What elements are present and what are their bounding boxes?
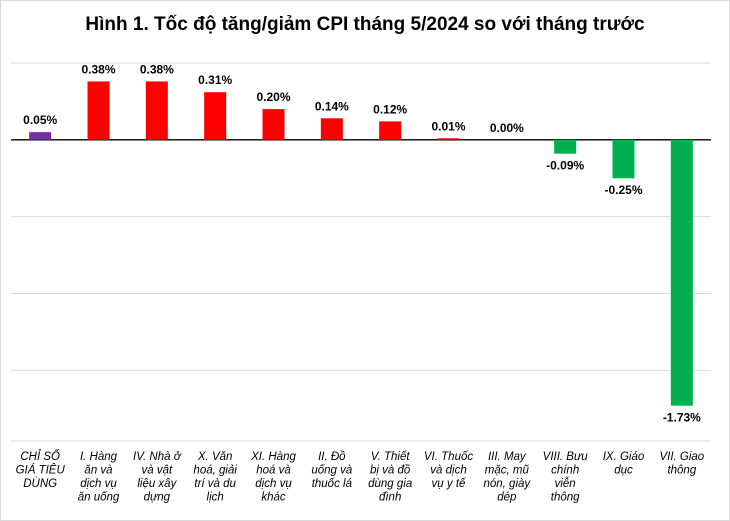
category-label-line: trí và du — [194, 478, 236, 490]
category-label-line: VIII. Bưu — [543, 451, 589, 463]
bar-1 — [87, 81, 110, 140]
category-label-0: CHỈ SỐ GIÁ TIÊU DÙNG — [16, 450, 66, 490]
category-label-line: thông — [667, 465, 696, 477]
value-label-9: -0.09% — [546, 159, 584, 173]
value-label-11: -1.73% — [663, 411, 701, 425]
category-label-line: II. Đồ — [318, 451, 346, 463]
category-label-line: đình — [379, 492, 401, 504]
category-label-line: uống và — [311, 465, 353, 477]
category-label-line: ăn và — [84, 465, 113, 477]
category-label-line: vụ y tế — [432, 478, 467, 490]
category-label-line: dịch vụ — [80, 478, 117, 490]
value-label-6: 0.12% — [373, 102, 407, 116]
category-label-11: VII. Giao thông — [659, 451, 704, 477]
category-label-line: dép — [497, 492, 517, 504]
value-label-2: 0.38% — [140, 62, 174, 76]
bar-5 — [320, 118, 343, 140]
category-label-3: X. Văn hoá, giải trí và du lịch — [193, 451, 237, 504]
category-label-line: VII. Giao — [659, 451, 704, 463]
category-label-line: hoá, giải — [193, 465, 237, 477]
value-label-10: -0.25% — [604, 183, 642, 197]
value-label-8: 0.00% — [490, 121, 524, 135]
category-label-line: IX. Giáo — [603, 451, 645, 463]
category-label-line: viễn — [555, 477, 576, 490]
category-label-line: nón, giày — [483, 478, 531, 490]
bar-2 — [145, 81, 168, 140]
category-label-line: dục — [614, 465, 633, 477]
bar-0 — [29, 132, 52, 140]
value-label-5: 0.14% — [315, 99, 349, 113]
category-label-line: hoá và — [256, 465, 291, 477]
category-label-line: I. Hàng — [80, 451, 118, 463]
category-label-line: GIÁ TIÊU — [16, 464, 66, 477]
category-label-line: thuốc lá — [312, 478, 353, 490]
category-label-2: IV. Nhà ở và vật liệu xây dựng — [133, 451, 182, 504]
bar-6 — [379, 121, 402, 140]
category-label-4: XI. Hàng hoá và dịch vụ khác — [250, 451, 296, 504]
category-label-line: liệu xây — [137, 478, 177, 490]
category-label-line: thông — [551, 492, 580, 504]
value-label-7: 0.01% — [431, 119, 465, 133]
category-label-line: chính — [551, 465, 579, 477]
bar-3 — [204, 92, 227, 140]
category-label-line: CHỈ SỐ — [20, 450, 60, 463]
value-label-3: 0.31% — [198, 73, 232, 87]
category-label-5: II. Đồ uống và thuốc lá — [311, 451, 353, 490]
bar-10 — [612, 139, 635, 179]
value-label-4: 0.20% — [256, 90, 290, 104]
category-label-line: III. May — [488, 451, 527, 463]
category-label-line: dựng — [144, 492, 171, 504]
category-label-line: V. Thiết — [371, 451, 411, 463]
bar-7 — [437, 138, 460, 140]
category-label-10: IX. Giáo dục — [603, 451, 645, 477]
category-label-line: ăn uống — [78, 492, 120, 504]
value-label-0: 0.05% — [23, 113, 57, 127]
category-label-line: DÙNG — [23, 477, 57, 490]
category-label-6: V. Thiết bị và đồ dùng gia đình — [368, 451, 412, 504]
category-label-line: dùng gia — [368, 478, 412, 490]
category-label-line: IV. Nhà ở — [133, 451, 182, 463]
category-label-1: I. Hàng ăn và dịch vụ ăn uống — [78, 451, 120, 504]
category-label-line: mặc, mũ — [485, 465, 530, 477]
category-label-9: VIII. Bưu chính viễn thông — [543, 451, 589, 504]
value-label-1: 0.38% — [81, 62, 115, 76]
chart-title: Hình 1. Tốc độ tăng/giảm CPI tháng 5/202… — [85, 14, 645, 35]
category-label-line: và vật — [141, 465, 172, 477]
category-label-line: XI. Hàng — [250, 451, 296, 463]
category-label-line: khác — [261, 492, 286, 504]
category-label-line: dịch vụ — [255, 478, 292, 490]
category-label-7: VI. Thuốc và dịch vụ y tế — [424, 451, 473, 490]
category-label-line: VI. Thuốc — [424, 451, 473, 463]
category-label-line: lịch — [207, 492, 224, 504]
category-label-line: và dịch — [430, 465, 466, 477]
bar-9 — [554, 139, 577, 154]
bar-4 — [262, 109, 285, 140]
category-label-line: bị và đồ — [370, 465, 411, 477]
category-label-8: III. May mặc, mũ nón, giày dép — [483, 451, 531, 504]
bar-11 — [670, 139, 693, 406]
category-label-line: X. Văn — [197, 451, 233, 463]
